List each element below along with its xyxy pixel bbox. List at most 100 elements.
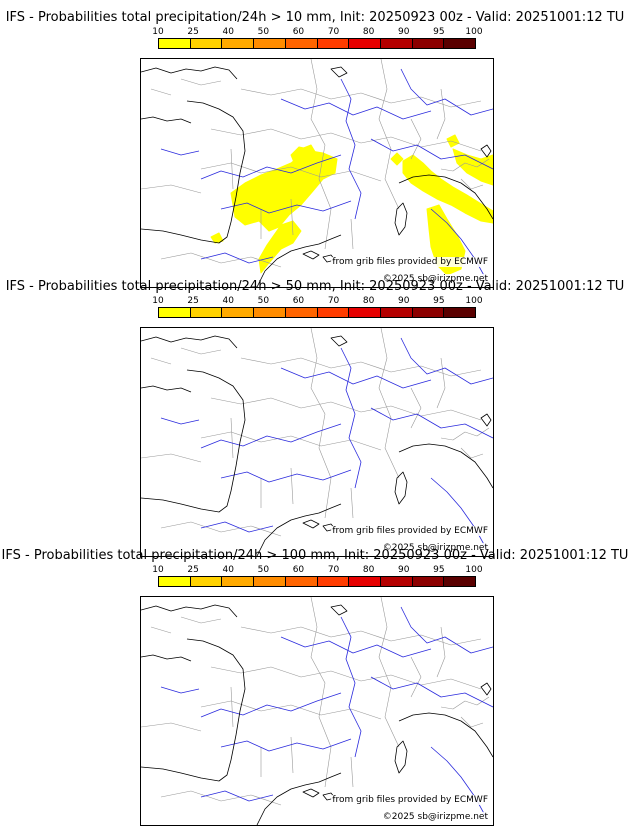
admin-border — [210, 128, 482, 152]
probability-legend: 10 25 40 50 60 70 80 90 95 100 — [152, 27, 483, 52]
legend-swatch — [380, 308, 413, 317]
legend-swatch — [349, 39, 381, 48]
river — [160, 686, 200, 694]
legend-swatch — [159, 308, 191, 317]
coastline — [141, 66, 238, 80]
legend-tick-label: 50 — [257, 296, 270, 306]
precip-area — [402, 154, 493, 224]
legend-swatch — [317, 39, 350, 48]
legend-tick-label: 25 — [187, 27, 199, 37]
admin-border — [230, 417, 354, 519]
legend-tick-labels: 10 25 40 50 60 70 80 90 95 100 — [152, 27, 482, 38]
coastline — [398, 174, 493, 220]
admin-border — [200, 700, 382, 720]
coastline — [398, 443, 493, 489]
panel-10mm: IFS - Probabilities total precipitation/… — [0, 10, 630, 288]
legend-swatch — [285, 308, 318, 317]
admin-border — [160, 521, 282, 537]
admin-border — [141, 184, 202, 194]
admin-border — [150, 616, 222, 634]
river — [370, 407, 493, 439]
legend-swatch — [412, 308, 445, 317]
admin-border — [378, 328, 400, 479]
admin-border — [440, 696, 490, 728]
precip-area — [290, 146, 314, 166]
legend-tick-label: 80 — [362, 565, 375, 575]
legend-tick-labels: 10 25 40 50 60 70 80 90 95 100 — [152, 296, 482, 307]
legend-swatch — [222, 39, 255, 48]
river — [400, 606, 493, 654]
legend-swatch — [412, 39, 445, 48]
river — [220, 469, 352, 483]
legend-tick-label: 60 — [292, 27, 305, 37]
admin-border — [410, 88, 446, 160]
legend-color-bar — [158, 307, 476, 318]
map-drawing — [141, 597, 493, 825]
precip-area — [210, 232, 224, 244]
precip-area — [390, 152, 404, 166]
coastline — [330, 604, 348, 616]
coastline — [256, 234, 342, 287]
admin-border — [378, 597, 400, 748]
coastline — [141, 638, 246, 782]
coastline — [302, 788, 320, 798]
coastline — [480, 413, 492, 427]
river — [400, 337, 493, 385]
admin-border — [410, 626, 446, 698]
coastline — [256, 772, 342, 825]
legend-swatch — [444, 39, 476, 48]
legend-swatch — [444, 308, 476, 317]
precip-area — [230, 150, 338, 232]
copyright-text: ©2025 sb@irizpme.net — [381, 812, 489, 822]
legend-tick-label: 100 — [465, 565, 483, 575]
legend-swatch — [190, 577, 223, 586]
panel-title: IFS - Probabilities total precipitation/… — [5, 10, 625, 25]
legend-tick-label: 70 — [327, 27, 340, 37]
river — [200, 423, 342, 449]
admin-border — [141, 722, 202, 732]
legend-swatch — [254, 308, 286, 317]
admin-border — [378, 59, 400, 210]
legend-color-bar — [158, 38, 476, 49]
coastline — [480, 682, 492, 696]
river — [200, 154, 342, 180]
legend-swatch — [159, 577, 191, 586]
source-credit: from grib files provided by ECMWF — [331, 257, 489, 267]
legend-swatch — [444, 577, 476, 586]
admin-border — [141, 453, 202, 463]
legend-tick-label: 50 — [257, 27, 270, 37]
legend-tick-label: 95 — [433, 565, 445, 575]
legend-tick-label: 25 — [187, 565, 199, 575]
copyright-text: ©2025 sb@irizpme.net — [381, 274, 489, 284]
river — [430, 746, 488, 820]
river — [400, 68, 493, 116]
legend-swatch — [222, 577, 255, 586]
panel-title: IFS - Probabilities total precipitation/… — [5, 279, 625, 294]
legend-tick-label: 10 — [152, 565, 164, 575]
legend-swatch — [254, 39, 286, 48]
river — [220, 738, 352, 752]
river — [340, 78, 362, 220]
panel-100mm: IFS - Probabilities total precipitation/… — [0, 548, 630, 826]
coastline — [480, 144, 492, 158]
copyright-text: ©2025 sb@irizpme.net — [381, 543, 489, 553]
legend-swatch — [317, 308, 350, 317]
legend-tick-label: 80 — [362, 27, 375, 37]
admin-border — [230, 686, 354, 788]
river — [200, 521, 274, 533]
legend-tick-label: 25 — [187, 296, 199, 306]
admin-border — [410, 357, 446, 429]
panel-50mm: IFS - Probabilities total precipitation/… — [0, 279, 630, 557]
legend-tick-label: 40 — [222, 27, 234, 37]
probability-legend: 10 25 40 50 60 70 80 90 95 100 — [152, 296, 483, 321]
admin-border — [310, 328, 332, 519]
probability-map: from grib files provided by ECMWF ©2025 … — [140, 327, 494, 557]
coastline — [394, 471, 408, 505]
legend-tick-label: 95 — [433, 27, 445, 37]
coastline — [330, 335, 348, 347]
panel-title: IFS - Probabilities total precipitation/… — [1, 548, 629, 563]
legend-tick-label: 100 — [465, 296, 483, 306]
legend-swatch — [412, 577, 445, 586]
river — [160, 148, 200, 156]
river — [280, 636, 432, 658]
